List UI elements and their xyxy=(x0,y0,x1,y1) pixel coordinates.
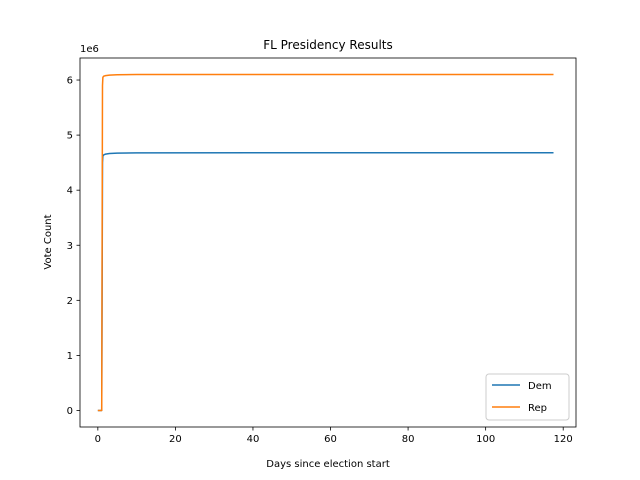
series-line-rep xyxy=(97,73,554,412)
x-tick-label: 0 xyxy=(95,434,101,445)
x-tick-label: 100 xyxy=(476,434,495,445)
y-axis-label: Vote Count xyxy=(43,214,54,269)
x-tick-label: 40 xyxy=(247,434,260,445)
y-tick-label: 4 xyxy=(67,186,73,197)
x-tick-label: 60 xyxy=(324,434,337,445)
legend-label-rep: Rep xyxy=(528,403,547,414)
x-tick-label: 120 xyxy=(554,434,573,445)
y-tick-label: 0 xyxy=(67,406,73,417)
y-tick-label: 5 xyxy=(67,131,73,142)
y-axis: 0 1 2 3 4 5 6 xyxy=(67,76,80,417)
x-tick-label: 80 xyxy=(402,434,415,445)
y-tick-label: 1 xyxy=(67,351,73,362)
x-axis-label: Days since election start xyxy=(266,459,390,470)
x-tick-label: 20 xyxy=(169,434,182,445)
legend-label-dem: Dem xyxy=(528,381,552,392)
plot-lines xyxy=(97,73,554,412)
plot-frame xyxy=(79,57,577,428)
legend: Dem Rep xyxy=(485,373,570,421)
chart-title: FL Presidency Results xyxy=(263,38,393,52)
y-tick-label: 6 xyxy=(67,76,73,87)
y-tick-label: 2 xyxy=(67,296,73,307)
y-offset-label: 1e6 xyxy=(80,44,99,55)
x-axis: 0 20 40 60 80 100 120 xyxy=(95,427,573,445)
y-tick-label: 3 xyxy=(67,241,73,252)
